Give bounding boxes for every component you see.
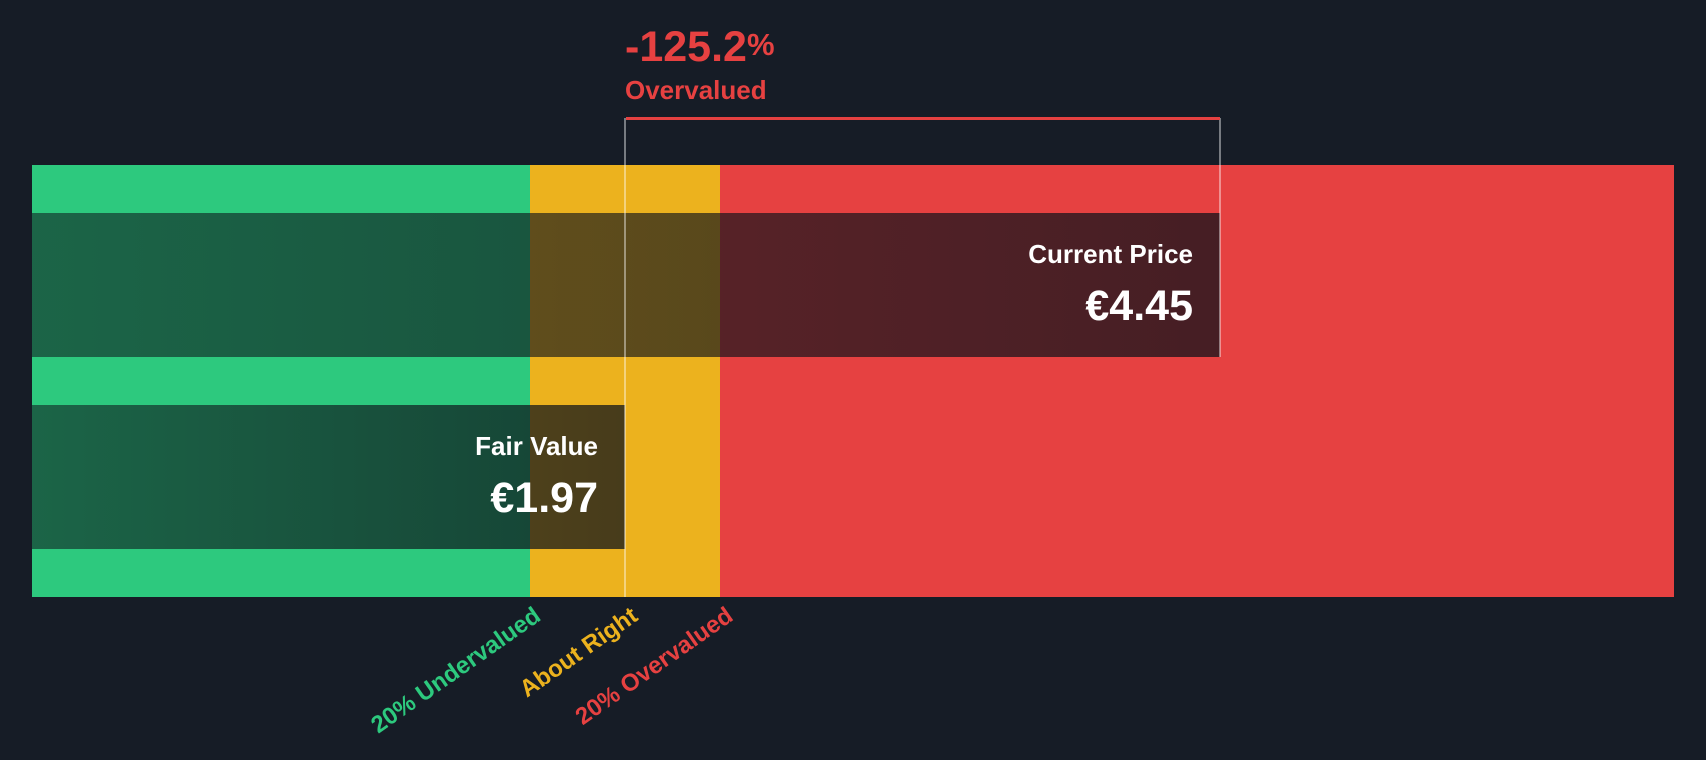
- current-price-label: Current Price: [1028, 238, 1193, 269]
- current-price-marker-line: [1219, 118, 1221, 357]
- fair-value-marker-line: [624, 118, 626, 597]
- current-price-box: Current Price €4.45: [32, 213, 1220, 357]
- current-price-value: €4.45: [1085, 281, 1193, 330]
- fair-value-box: Fair Value €1.97: [32, 405, 625, 549]
- valuation-annotation: -125.2% Overvalued: [625, 22, 775, 105]
- fair-value-value: €1.97: [490, 473, 598, 522]
- axis-label-overvalued: 20% Overvalued: [570, 602, 738, 731]
- fair-value-label: Fair Value: [475, 430, 598, 461]
- axis-label-undervalued: 20% Undervalued: [366, 602, 546, 739]
- valuation-status: Overvalued: [625, 74, 767, 105]
- valuation-percent: -125.2%: [625, 23, 775, 71]
- percent-sign: %: [746, 27, 775, 62]
- overvalued-gap-line: [626, 117, 1220, 120]
